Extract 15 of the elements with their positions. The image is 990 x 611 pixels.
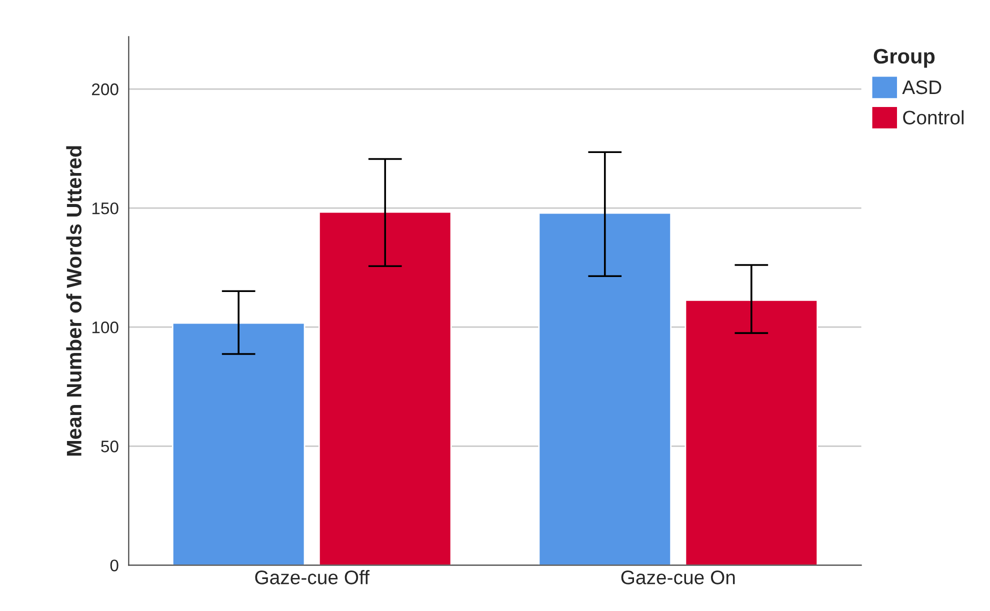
- bar: [172, 322, 306, 566]
- y-tick-label: 200: [92, 83, 118, 96]
- y-tick-label: 50: [101, 440, 118, 452]
- x-tick-label: Gaze-cue Off: [255, 570, 370, 584]
- bar: [318, 211, 452, 566]
- y-tick-label: 100: [92, 322, 118, 334]
- y-axis-title: Mean Number of Words Uttered: [66, 146, 82, 456]
- bar: [684, 300, 818, 566]
- legend-label: ASD: [902, 80, 942, 94]
- legend-title: Group: [874, 48, 935, 68]
- x-tick-label: Gaze-cue On: [621, 570, 735, 584]
- y-tick-label: 150: [92, 202, 118, 214]
- y-tick-label: 0: [110, 560, 118, 572]
- bar: [538, 212, 672, 566]
- legend-label: Control: [903, 110, 964, 124]
